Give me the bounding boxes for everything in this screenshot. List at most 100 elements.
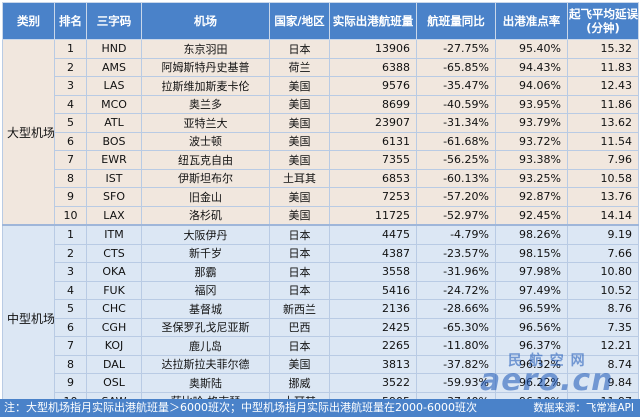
airport-cell: 那霸 [141,262,270,282]
yoy-cell: -65.30% [416,318,496,337]
airport-cell: 亚特兰大 [141,113,270,133]
country-cell: 巴西 [269,318,330,337]
country-cell: 日本 [269,281,330,300]
country-cell: 美国 [269,187,330,207]
code-cell: OKA [86,262,142,282]
ontime-cell: 94.06% [495,76,568,96]
col-header-country: 国家/地区 [269,2,330,40]
category-cell: 中型机场 [2,224,55,411]
rank-cell: 4 [54,281,87,300]
delay-cell: 10.80 [567,262,639,282]
code-cell: ATL [86,113,142,133]
delay-cell: 11.86 [567,95,639,114]
table-row: 5 CHC 基督城 新西兰 2136 -28.66% 96.59% 8.76 [3,299,639,319]
table-row: 2 CTS 新千岁 日本 4387 -23.57% 98.15% 7.66 [3,244,639,263]
table-row: 2 AMS 阿姆斯特丹史基普 荷兰 6388 -65.85% 94.43% 11.83 [3,58,639,77]
delay-cell: 13.62 [567,113,639,133]
departures-cell: 6131 [329,132,417,151]
departures-cell: 11725 [329,206,417,226]
delay-cell: 13.76 [567,187,639,207]
yoy-cell: -56.25% [416,150,496,170]
delay-cell: 12.43 [567,76,639,96]
ontime-cell: 96.32% [495,355,568,374]
ontime-cell: 93.95% [495,95,568,114]
country-cell: 日本 [269,39,330,59]
yoy-cell: -57.20% [416,187,496,207]
delay-cell: 15.32 [567,39,639,59]
departures-cell: 2265 [329,336,417,356]
departures-cell: 3522 [329,373,417,393]
table-row: 9 SFO 旧金山 美国 7253 -57.20% 92.87% 13.76 [3,187,639,207]
code-cell: HND [86,39,142,59]
ontime-cell: 93.79% [495,113,568,133]
rank-cell: 6 [54,318,87,337]
code-cell: BOS [86,132,142,151]
category-cell: 大型机场 [2,39,55,226]
country-cell: 新西兰 [269,299,330,319]
country-cell: 美国 [269,113,330,133]
table-row: 8 IST 伊斯坦布尔 土耳其 6853 -60.13% 93.25% 10.58 [3,169,639,188]
yoy-cell: -65.85% [416,58,496,77]
departures-cell: 2425 [329,318,417,337]
country-cell: 日本 [269,336,330,356]
airport-cell: 新千岁 [141,244,270,263]
code-cell: EWR [86,150,142,170]
departures-cell: 7355 [329,150,417,170]
ontime-cell: 95.40% [495,39,568,59]
delay-cell: 11.54 [567,132,639,151]
code-cell: DAL [86,355,142,374]
airport-cell: 拉斯维加斯麦卡伦 [141,76,270,96]
rank-cell: 3 [54,76,87,96]
table-row: 9 OSL 奥斯陆 挪威 3522 -59.93% 96.22% 9.84 [3,373,639,393]
code-cell: FUK [86,281,142,300]
col-header-rank: 排名 [54,2,87,40]
airport-cell: 伊斯坦布尔 [141,169,270,188]
rank-cell: 5 [54,113,87,133]
delay-cell: 7.35 [567,318,639,337]
table-row: 7 KOJ 鹿儿岛 日本 2265 -11.80% 96.37% 12.21 [3,336,639,356]
country-cell: 美国 [269,150,330,170]
table-row: 6 CGH 圣保罗孔戈尼亚斯 巴西 2425 -65.30% 96.56% 7.35 [3,318,639,337]
departures-cell: 5416 [329,281,417,300]
delay-cell: 7.66 [567,244,639,263]
code-cell: SFO [86,187,142,207]
airport-cell: 阿姆斯特丹史基普 [141,58,270,77]
yoy-cell: -24.72% [416,281,496,300]
code-cell: KOJ [86,336,142,356]
delay-cell: 7.96 [567,150,639,170]
delay-cell: 8.74 [567,355,639,374]
footnote: 注：大型机场指月实际出港航班量＞6000班次；中型机场指月实际出港航班量在200… [0,399,640,417]
code-cell: AMS [86,58,142,77]
table-row: 6 BOS 波士顿 美国 6131 -61.68% 93.72% 11.54 [3,132,639,151]
airport-cell: 纽瓦克自由 [141,150,270,170]
departures-cell: 7253 [329,187,417,207]
airport-cell: 奥兰多 [141,95,270,114]
country-cell: 土耳其 [269,169,330,188]
code-cell: MCO [86,95,142,114]
table-row: 7 EWR 纽瓦克自由 美国 7355 -56.25% 93.38% 7.96 [3,150,639,170]
country-cell: 美国 [269,206,330,226]
ontime-cell: 98.15% [495,244,568,263]
ontime-cell: 93.25% [495,169,568,188]
ontime-cell: 96.22% [495,373,568,393]
country-cell: 美国 [269,132,330,151]
delay-cell: 12.21 [567,336,639,356]
rank-cell: 10 [54,206,87,226]
ontime-cell: 96.56% [495,318,568,337]
code-cell: CHC [86,299,142,319]
yoy-cell: -27.75% [416,39,496,59]
airport-ranking-table: 类别 排名 三字码 机场 国家/地区 实际出港航班量 航班量同比 出港准点率 起… [2,2,639,411]
airport-cell: 奥斯陆 [141,373,270,393]
code-cell: IST [86,169,142,188]
yoy-cell: -4.79% [416,224,496,245]
col-header-category: 类别 [2,2,55,40]
airport-cell: 圣保罗孔戈尼亚斯 [141,318,270,337]
table-row: 10 LAX 洛杉矶 美国 11725 -52.97% 92.45% 14.14 [3,206,639,226]
departures-cell: 8699 [329,95,417,114]
departures-cell: 3813 [329,355,417,374]
table-body: 大型机场 1 HND 东京羽田 日本 13906 -27.75% 95.40% 15.32 2 AM… [2,39,639,411]
airport-cell: 鹿儿岛 [141,336,270,356]
rank-cell: 7 [54,150,87,170]
country-cell: 荷兰 [269,58,330,77]
rank-cell: 7 [54,336,87,356]
